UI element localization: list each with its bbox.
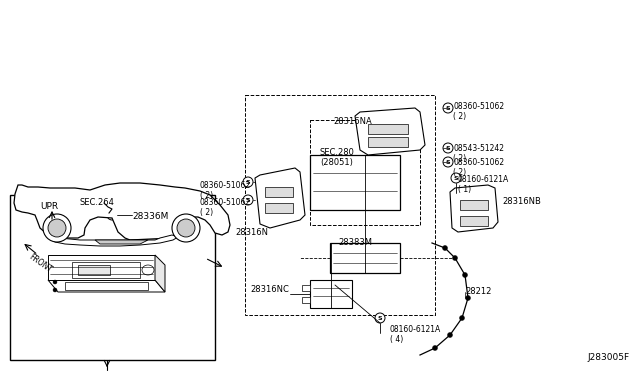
Bar xyxy=(460,216,488,226)
Circle shape xyxy=(172,214,200,242)
Polygon shape xyxy=(155,255,165,292)
Circle shape xyxy=(53,288,57,292)
Bar xyxy=(265,203,293,213)
Circle shape xyxy=(460,315,465,321)
Circle shape xyxy=(53,280,57,284)
Text: 08543-51242
( 2): 08543-51242 ( 2) xyxy=(453,144,504,163)
Bar xyxy=(368,137,408,147)
Text: 28316NC: 28316NC xyxy=(250,285,289,294)
Circle shape xyxy=(48,219,66,237)
Polygon shape xyxy=(78,265,110,275)
Text: 08360-51062
( 2): 08360-51062 ( 2) xyxy=(453,102,504,121)
Circle shape xyxy=(243,195,253,205)
Text: S: S xyxy=(454,176,458,180)
Circle shape xyxy=(375,313,385,323)
Text: 28316NA: 28316NA xyxy=(333,117,372,126)
Polygon shape xyxy=(14,183,230,240)
Text: 08360-51062
( 2): 08360-51062 ( 2) xyxy=(453,158,504,177)
Circle shape xyxy=(443,143,453,153)
Bar xyxy=(10,195,215,360)
Circle shape xyxy=(452,256,458,260)
Text: S: S xyxy=(246,198,250,202)
Bar xyxy=(368,124,408,134)
Bar xyxy=(460,200,488,210)
Circle shape xyxy=(43,214,71,242)
Circle shape xyxy=(447,333,452,337)
Bar xyxy=(302,285,310,291)
Text: S: S xyxy=(445,106,451,110)
Bar xyxy=(265,187,293,197)
Text: UPR: UPR xyxy=(40,202,58,211)
Text: S: S xyxy=(378,315,382,321)
Bar xyxy=(310,280,352,308)
Bar xyxy=(310,155,400,210)
Circle shape xyxy=(443,103,453,113)
Circle shape xyxy=(433,346,438,350)
Circle shape xyxy=(465,295,470,301)
Text: 08160-6121A
( 4): 08160-6121A ( 4) xyxy=(390,325,441,344)
Circle shape xyxy=(442,246,447,250)
Text: 28383M: 28383M xyxy=(338,238,372,247)
Polygon shape xyxy=(72,262,140,278)
Text: J283005F: J283005F xyxy=(588,353,630,362)
Text: 08360-51062
( 2): 08360-51062 ( 2) xyxy=(200,198,251,217)
Polygon shape xyxy=(95,240,148,244)
Text: 08160-6121A
( 1): 08160-6121A ( 1) xyxy=(458,175,509,195)
Text: 28336M: 28336M xyxy=(132,212,168,221)
Polygon shape xyxy=(50,235,178,246)
Polygon shape xyxy=(48,280,165,292)
Polygon shape xyxy=(48,255,155,280)
Text: S: S xyxy=(246,180,250,185)
Text: 28316N: 28316N xyxy=(235,228,268,237)
Text: SEC.280
(28051): SEC.280 (28051) xyxy=(320,148,355,167)
Bar xyxy=(302,297,310,303)
Circle shape xyxy=(443,157,453,167)
Polygon shape xyxy=(65,282,148,290)
Polygon shape xyxy=(255,168,305,228)
Circle shape xyxy=(451,173,461,183)
Text: 28316NB: 28316NB xyxy=(502,197,541,206)
Text: S: S xyxy=(445,145,451,151)
Bar xyxy=(245,95,435,315)
Polygon shape xyxy=(355,108,425,155)
Bar xyxy=(310,120,420,225)
Text: S: S xyxy=(445,160,451,164)
Circle shape xyxy=(243,177,253,187)
Circle shape xyxy=(177,219,195,237)
Circle shape xyxy=(107,210,117,220)
Circle shape xyxy=(463,273,467,278)
Polygon shape xyxy=(450,185,498,232)
Bar xyxy=(330,243,400,273)
Text: 28212: 28212 xyxy=(465,287,492,296)
Text: 08360-51062
( 2): 08360-51062 ( 2) xyxy=(200,181,251,201)
Text: SEC.264: SEC.264 xyxy=(80,198,115,207)
Text: FRONT: FRONT xyxy=(27,252,53,274)
